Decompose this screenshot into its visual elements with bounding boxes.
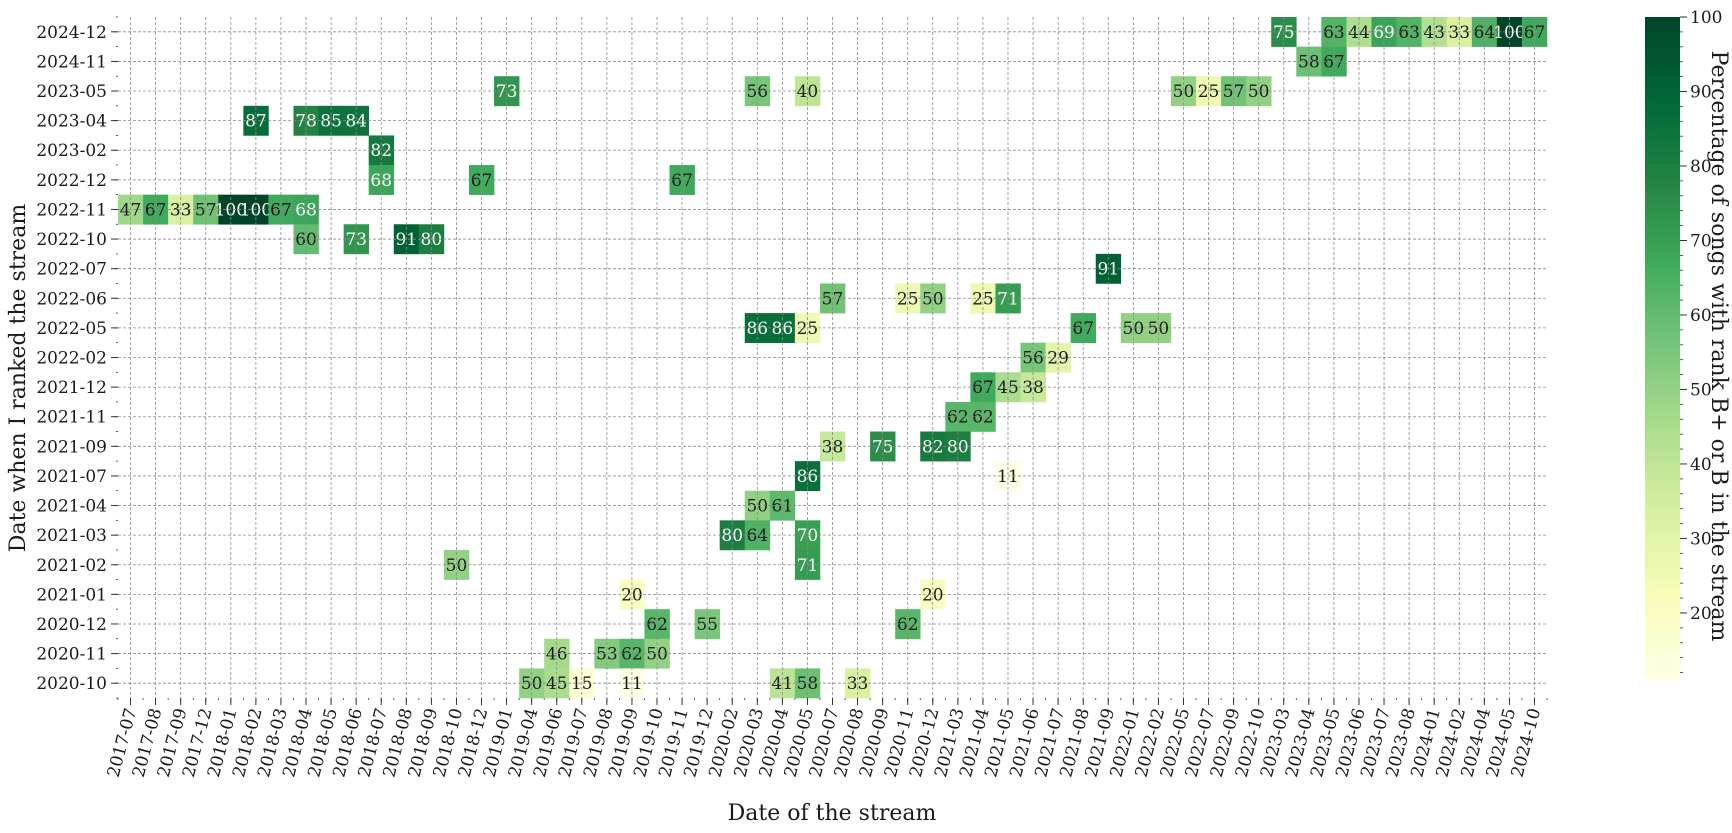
cell-value-label: 86 bbox=[797, 467, 819, 487]
colorbar-tick-label: 70 bbox=[1690, 231, 1712, 251]
y-axis-label: Date when I ranked the stream bbox=[6, 204, 31, 553]
y-tick-label: 2021-01 bbox=[36, 585, 107, 605]
cell-value-label: 80 bbox=[721, 526, 743, 546]
y-tick-label: 2022-06 bbox=[36, 289, 107, 309]
cell-value-label: 67 bbox=[471, 171, 493, 191]
cell-value-label: 50 bbox=[446, 556, 468, 576]
y-tick-label: 2022-11 bbox=[36, 200, 107, 220]
cell-value-label: 61 bbox=[772, 497, 794, 517]
y-tick-label: 2020-10 bbox=[36, 674, 107, 694]
y-tick-label: 2022-02 bbox=[36, 349, 107, 369]
colorbar-label: Percentage of songs with rank B+ or B in… bbox=[1706, 51, 1731, 642]
cell-value-label: 68 bbox=[370, 171, 392, 191]
cell-value-label: 100 bbox=[240, 200, 272, 220]
colorbar-tick-label: 50 bbox=[1690, 380, 1712, 400]
y-tick-label: 2021-11 bbox=[36, 408, 107, 428]
cell-value-label: 67 bbox=[145, 200, 167, 220]
cell-value-label: 91 bbox=[395, 230, 417, 250]
y-tick-label: 2021-04 bbox=[36, 497, 107, 517]
y-tick-label: 2020-12 bbox=[36, 615, 107, 635]
y-tick-label: 2022-10 bbox=[36, 230, 107, 250]
cell-value-label: 82 bbox=[370, 141, 392, 161]
y-tick-label: 2023-05 bbox=[36, 82, 107, 102]
y-tick-label: 2023-04 bbox=[36, 112, 107, 132]
y-tick-label: 2022-07 bbox=[36, 260, 107, 280]
grid-lines bbox=[118, 17, 1547, 698]
cell-value-label: 64 bbox=[746, 526, 768, 546]
y-tick-label: 2020-11 bbox=[36, 645, 107, 665]
colorbar-tick-label: 20 bbox=[1690, 604, 1712, 624]
y-tick-label: 2021-09 bbox=[36, 437, 107, 457]
cell-value-label: 68 bbox=[295, 200, 317, 220]
cell-value-label: 87 bbox=[245, 112, 267, 132]
cell-value-label: 50 bbox=[746, 497, 768, 517]
x-axis-label: Date of the stream bbox=[728, 801, 937, 826]
colorbar-tick-label: 30 bbox=[1690, 529, 1712, 549]
colorbar-tick-label: 80 bbox=[1690, 157, 1712, 177]
y-tick-label: 2021-02 bbox=[36, 556, 107, 576]
y-tick-label: 2022-05 bbox=[36, 319, 107, 339]
cell-value-label: 20 bbox=[621, 585, 643, 605]
cell-value-label: 84 bbox=[345, 112, 367, 132]
cell-value-label: 11 bbox=[997, 467, 1019, 487]
colorbar-tick-label: 40 bbox=[1690, 455, 1712, 475]
cell-value-label: 47 bbox=[120, 200, 142, 220]
y-tick-label: 2021-07 bbox=[36, 467, 107, 487]
y-tick-label: 2021-12 bbox=[36, 378, 107, 398]
colorbar-tick-label: 100 bbox=[1690, 8, 1722, 28]
y-tick-label: 2024-12 bbox=[36, 23, 107, 43]
cell-value-label: 67 bbox=[270, 200, 292, 220]
cell-value-label: 71 bbox=[797, 556, 819, 576]
y-tick-label: 2023-02 bbox=[36, 141, 107, 161]
x-axis-ticks: 2017-072017-082017-092017-122018-012018-… bbox=[104, 698, 1548, 780]
cell-value-label: 78 bbox=[295, 112, 317, 132]
colorbar-tick-label: 90 bbox=[1690, 82, 1712, 102]
cell-value-label: 85 bbox=[320, 112, 342, 132]
cell-value-label: 20 bbox=[922, 585, 944, 605]
cell-value-label: 80 bbox=[421, 230, 443, 250]
cell-value-label: 100 bbox=[215, 200, 247, 220]
cell-value-label: 70 bbox=[797, 526, 819, 546]
colorbar-scale bbox=[1645, 17, 1680, 680]
cell-value-label: 67 bbox=[671, 171, 693, 191]
y-tick-label: 2022-12 bbox=[36, 171, 107, 191]
colorbar-tick-label: 60 bbox=[1690, 306, 1712, 326]
cell-value-label: 57 bbox=[195, 200, 217, 220]
y-tick-label: 2024-11 bbox=[36, 52, 107, 72]
cell-value-label: 60 bbox=[295, 230, 317, 250]
cell-value-label: 33 bbox=[170, 200, 192, 220]
y-axis-ticks: 2024-12 2024-11 2023-05 2023-04 2023-02 2022-… bbox=[36, 16, 118, 699]
colorbar: 20 30 40 50 60 70 80 90 100 bbox=[1645, 8, 1722, 680]
cell-value-label: 73 bbox=[345, 230, 367, 250]
y-tick-label: 2021-03 bbox=[36, 526, 107, 546]
